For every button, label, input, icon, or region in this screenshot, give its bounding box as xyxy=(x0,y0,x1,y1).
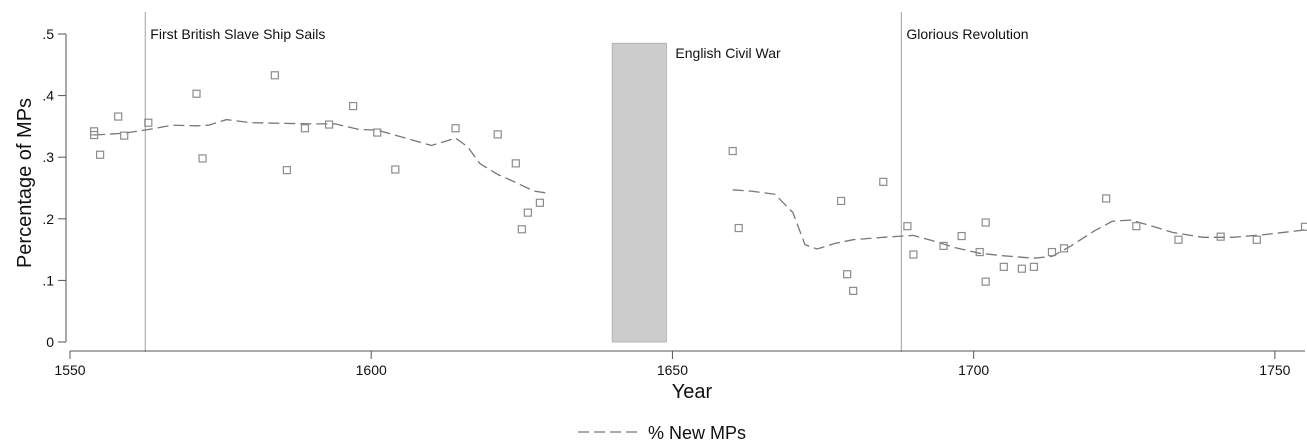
scatter-point-32 xyxy=(981,218,990,227)
y-tick-label-4: .4 xyxy=(42,88,54,104)
scatter-point-41 xyxy=(1174,235,1183,244)
scatter-point-20 xyxy=(535,198,545,207)
shaded-region-label-0: English Civil War xyxy=(675,45,781,61)
scatter-point-39 xyxy=(1102,194,1111,203)
scatter-point-13 xyxy=(373,128,382,137)
scatter-point-9 xyxy=(282,166,291,175)
y-tick-label-5: .5 xyxy=(42,26,54,42)
legend-label: % New MPs xyxy=(648,423,746,441)
y-tick-label-2: .2 xyxy=(42,211,54,227)
scatter-point-36 xyxy=(1029,262,1039,271)
scatter-point-37 xyxy=(1047,247,1057,257)
scatter-point-3 xyxy=(114,112,123,121)
shaded-region-0 xyxy=(611,42,667,343)
scatter-point-7 xyxy=(198,154,207,163)
scatter-point-14 xyxy=(391,165,400,174)
plot-area: English Civil War First British Slave Shi… xyxy=(42,12,1307,378)
scatter-point-8 xyxy=(270,71,279,80)
x-tick-label-2: 1650 xyxy=(657,362,688,378)
scatter-point-22 xyxy=(734,223,743,233)
x-tick-label-4: 1750 xyxy=(1259,362,1290,378)
scatter-point-10 xyxy=(300,124,310,133)
scatter-point-28 xyxy=(909,250,918,259)
series-line-segment-0-1 xyxy=(732,189,1306,259)
scatter-point-34 xyxy=(999,262,1008,271)
scatter-point-24 xyxy=(843,270,852,279)
scatter-point-43 xyxy=(1252,235,1261,244)
scatter-point-16 xyxy=(493,130,502,139)
scatter-point-35 xyxy=(1017,264,1026,273)
x-tick-label-0: 1550 xyxy=(54,362,85,378)
scatter-point-18 xyxy=(517,225,526,234)
y-tick-label-1: .1 xyxy=(42,272,54,288)
scatter-point-11 xyxy=(324,120,334,129)
y-tick-label-0: 0 xyxy=(46,334,54,350)
scatter-point-12 xyxy=(349,101,358,111)
scatter-point-42 xyxy=(1216,232,1225,241)
scatter-point-38 xyxy=(1059,244,1069,253)
legend: % New MPs xyxy=(578,423,746,441)
scatter-point-29 xyxy=(939,241,948,251)
scatter-point-30 xyxy=(957,231,966,241)
y-axis-title: Percentage of MPs xyxy=(14,98,36,268)
event-line-label-1: Glorious Revolution xyxy=(906,26,1028,42)
scatter-point-26 xyxy=(879,177,888,186)
x-tick-label-1: 1600 xyxy=(356,362,387,378)
scatter-point-15 xyxy=(451,124,460,133)
scatter-point-23 xyxy=(837,196,846,206)
series-line-segment-0-0 xyxy=(94,118,546,194)
scatter-point-25 xyxy=(849,286,858,295)
x-axis-title: Year xyxy=(672,381,713,403)
scatter-point-17 xyxy=(511,159,520,168)
scatter-point-6 xyxy=(192,89,201,98)
scatter-point-27 xyxy=(903,222,912,231)
scatter-point-31 xyxy=(975,247,984,257)
scatter-point-5 xyxy=(144,118,153,127)
scatter-point-2 xyxy=(96,150,105,159)
x-tick-label-3: 1700 xyxy=(958,362,989,378)
y-tick-label-3: .3 xyxy=(42,149,54,165)
scatter-point-19 xyxy=(523,208,532,217)
event-line-label-0: First British Slave Ship Sails xyxy=(150,26,325,42)
scatter-point-40 xyxy=(1132,222,1141,231)
scatter-point-33 xyxy=(981,277,990,286)
scatter-point-21 xyxy=(728,146,737,156)
scatter-point-1 xyxy=(89,130,99,140)
scatter-point-4 xyxy=(120,131,129,140)
scatter-point-44 xyxy=(1300,222,1307,231)
